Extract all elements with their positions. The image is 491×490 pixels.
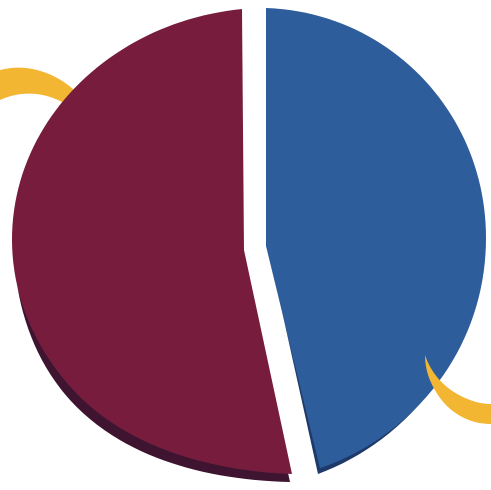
swoosh-top-left: [0, 67, 99, 136]
left-segment: [12, 9, 292, 474]
swoosh-bottom-right: [425, 355, 491, 424]
right-segment: [266, 8, 486, 468]
